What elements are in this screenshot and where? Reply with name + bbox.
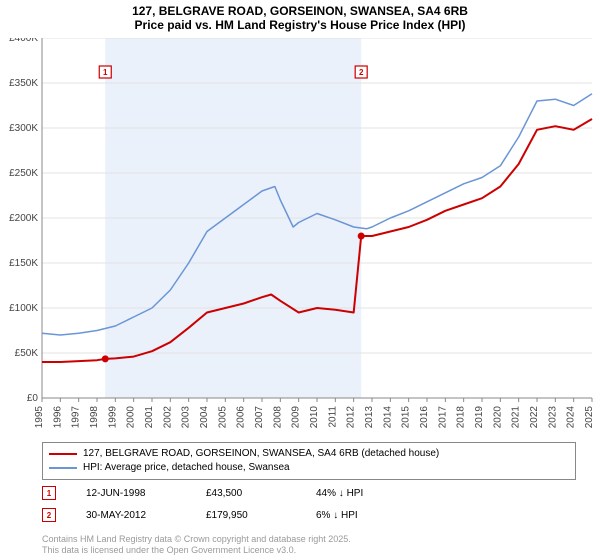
sale-price-1: £43,500 bbox=[206, 488, 286, 499]
svg-text:2001: 2001 bbox=[144, 406, 155, 429]
svg-text:2015: 2015 bbox=[401, 406, 412, 429]
sale-marker-2: 2 bbox=[42, 508, 56, 522]
svg-text:2004: 2004 bbox=[199, 406, 210, 429]
footer-attribution: Contains HM Land Registry data © Crown c… bbox=[42, 534, 351, 556]
svg-text:2009: 2009 bbox=[291, 406, 302, 429]
svg-text:2011: 2011 bbox=[327, 406, 338, 428]
sale-date-2: 30-MAY-2012 bbox=[86, 510, 176, 521]
svg-text:£100K: £100K bbox=[9, 303, 38, 314]
sale-diff-2: 6% ↓ HPI bbox=[316, 510, 358, 521]
svg-text:£0: £0 bbox=[27, 393, 39, 404]
svg-text:£250K: £250K bbox=[9, 168, 38, 179]
svg-text:2019: 2019 bbox=[474, 406, 485, 429]
title-line-2: Price paid vs. HM Land Registry's House … bbox=[0, 18, 600, 32]
svg-text:2005: 2005 bbox=[217, 406, 228, 429]
svg-text:1: 1 bbox=[103, 68, 108, 77]
svg-text:£300K: £300K bbox=[9, 123, 38, 134]
svg-text:2: 2 bbox=[359, 68, 364, 77]
svg-text:2017: 2017 bbox=[437, 406, 448, 429]
sale-date-1: 12-JUN-1998 bbox=[86, 488, 176, 499]
svg-text:2024: 2024 bbox=[566, 406, 577, 429]
svg-text:2025: 2025 bbox=[584, 406, 595, 429]
legend-label: 127, BELGRAVE ROAD, GORSEINON, SWANSEA, … bbox=[83, 447, 439, 461]
svg-text:2023: 2023 bbox=[547, 406, 558, 429]
svg-text:£200K: £200K bbox=[9, 213, 38, 224]
legend-item: HPI: Average price, detached house, Swan… bbox=[49, 461, 569, 475]
svg-text:2018: 2018 bbox=[456, 406, 467, 429]
svg-text:1995: 1995 bbox=[34, 406, 45, 429]
svg-text:1999: 1999 bbox=[107, 406, 118, 429]
sale-diff-1: 44% ↓ HPI bbox=[316, 488, 363, 499]
chart-plot: £0 £50K £100K £150K £200K £250K £300K £350K £400… bbox=[0, 38, 600, 438]
svg-text:2013: 2013 bbox=[364, 406, 375, 429]
sale-row-2: 2 30-MAY-2012 £179,950 6% ↓ HPI bbox=[42, 508, 358, 522]
svg-text:£400K: £400K bbox=[9, 38, 38, 44]
footer-line-1: Contains HM Land Registry data © Crown c… bbox=[42, 534, 351, 545]
legend-item: 127, BELGRAVE ROAD, GORSEINON, SWANSEA, … bbox=[49, 447, 569, 461]
svg-text:2006: 2006 bbox=[236, 406, 247, 429]
legend: 127, BELGRAVE ROAD, GORSEINON, SWANSEA, … bbox=[42, 442, 576, 480]
sale-price-2: £179,950 bbox=[206, 510, 286, 521]
svg-text:£50K: £50K bbox=[15, 348, 39, 359]
svg-text:2008: 2008 bbox=[272, 406, 283, 429]
svg-text:1998: 1998 bbox=[89, 406, 100, 429]
svg-text:2016: 2016 bbox=[419, 406, 430, 429]
legend-swatch bbox=[49, 453, 77, 455]
chart-container: 127, BELGRAVE ROAD, GORSEINON, SWANSEA, … bbox=[0, 0, 600, 560]
chart-title: 127, BELGRAVE ROAD, GORSEINON, SWANSEA, … bbox=[0, 0, 600, 32]
svg-text:2022: 2022 bbox=[529, 406, 540, 429]
legend-label: HPI: Average price, detached house, Swan… bbox=[83, 461, 290, 475]
title-line-1: 127, BELGRAVE ROAD, GORSEINON, SWANSEA, … bbox=[0, 4, 600, 18]
svg-text:1996: 1996 bbox=[52, 406, 63, 429]
sale-marker-1: 1 bbox=[42, 486, 56, 500]
svg-text:2000: 2000 bbox=[126, 406, 137, 429]
sale-row-1: 1 12-JUN-1998 £43,500 44% ↓ HPI bbox=[42, 486, 363, 500]
svg-text:2020: 2020 bbox=[492, 406, 503, 429]
svg-text:£350K: £350K bbox=[9, 78, 38, 89]
legend-swatch bbox=[49, 467, 77, 469]
svg-text:£150K: £150K bbox=[9, 258, 38, 269]
svg-text:2012: 2012 bbox=[346, 406, 357, 429]
svg-text:2002: 2002 bbox=[162, 406, 173, 429]
svg-text:2014: 2014 bbox=[382, 406, 393, 429]
svg-text:2010: 2010 bbox=[309, 406, 320, 429]
footer-line-2: This data is licensed under the Open Gov… bbox=[42, 545, 351, 556]
svg-text:2007: 2007 bbox=[254, 406, 265, 429]
svg-text:1997: 1997 bbox=[71, 406, 82, 429]
svg-text:2021: 2021 bbox=[511, 406, 522, 429]
svg-text:2003: 2003 bbox=[181, 406, 192, 429]
